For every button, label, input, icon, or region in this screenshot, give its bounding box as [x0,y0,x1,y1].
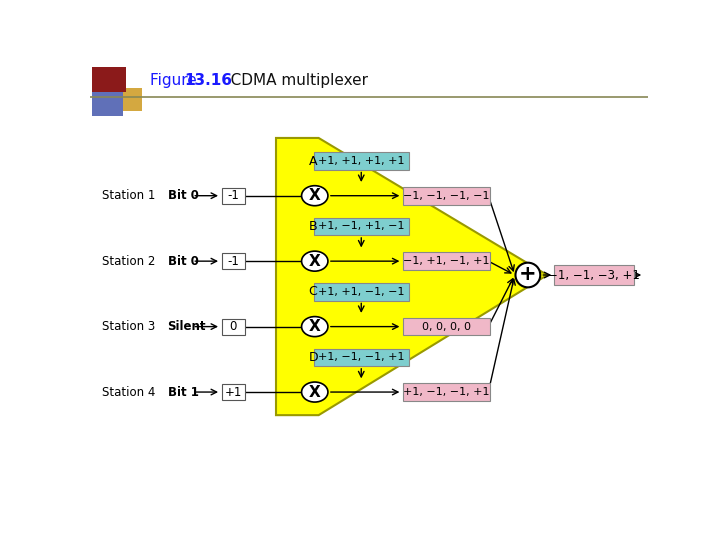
FancyBboxPatch shape [222,384,245,400]
Ellipse shape [302,186,328,206]
Text: Bit 0: Bit 0 [168,189,199,202]
FancyBboxPatch shape [314,283,409,301]
Text: Station 3: Station 3 [102,320,155,333]
Text: CDMA multiplexer: CDMA multiplexer [215,73,367,87]
Text: -1: -1 [228,189,239,202]
Text: A: A [309,154,317,167]
Text: +1, −1, −1, +1: +1, −1, −1, +1 [403,387,490,397]
FancyBboxPatch shape [554,265,634,285]
Text: +1, +1, +1, +1: +1, +1, +1, +1 [318,156,405,166]
FancyBboxPatch shape [314,348,409,366]
Text: +: + [519,264,536,284]
Circle shape [516,262,540,287]
Text: −1, −1, −3, +1: −1, −1, −3, +1 [548,268,639,281]
FancyBboxPatch shape [91,90,122,117]
Text: D: D [309,351,318,364]
Text: Silent: Silent [168,320,206,333]
Text: X: X [309,188,320,203]
Text: C: C [309,286,318,299]
Ellipse shape [302,251,328,271]
Text: Bit 1: Bit 1 [168,386,199,399]
FancyBboxPatch shape [314,152,409,170]
Text: Station 2: Station 2 [102,255,155,268]
FancyBboxPatch shape [222,319,245,335]
Text: −1, −1, −1, −1: −1, −1, −1, −1 [403,191,490,201]
Polygon shape [276,138,547,415]
Text: 0: 0 [230,320,237,333]
Text: 0, 0, 0, 0: 0, 0, 0, 0 [422,322,471,332]
FancyBboxPatch shape [314,218,409,235]
FancyBboxPatch shape [403,318,490,335]
Text: +1: +1 [225,386,242,399]
Ellipse shape [302,316,328,336]
Text: +1, +1, −1, −1: +1, +1, −1, −1 [318,287,405,297]
FancyBboxPatch shape [109,88,142,111]
Text: -1: -1 [228,255,239,268]
FancyBboxPatch shape [403,383,490,401]
Text: 13.16: 13.16 [184,73,233,87]
Text: B: B [309,220,318,233]
FancyBboxPatch shape [222,187,245,204]
Text: Station 4: Station 4 [102,386,155,399]
Text: Figure: Figure [150,73,202,87]
Text: Station 1: Station 1 [102,189,155,202]
Text: +1, −1, +1, −1: +1, −1, +1, −1 [318,221,405,232]
FancyBboxPatch shape [222,253,245,269]
Text: +1, −1, −1, +1: +1, −1, −1, +1 [318,353,405,362]
Text: X: X [309,254,320,268]
Text: −1, +1, −1, +1: −1, +1, −1, +1 [403,256,490,266]
Text: X: X [309,384,320,400]
FancyBboxPatch shape [91,67,127,92]
Text: Bit 0: Bit 0 [168,255,199,268]
Text: X: X [309,319,320,334]
Ellipse shape [302,382,328,402]
FancyBboxPatch shape [403,252,490,270]
FancyBboxPatch shape [403,187,490,205]
